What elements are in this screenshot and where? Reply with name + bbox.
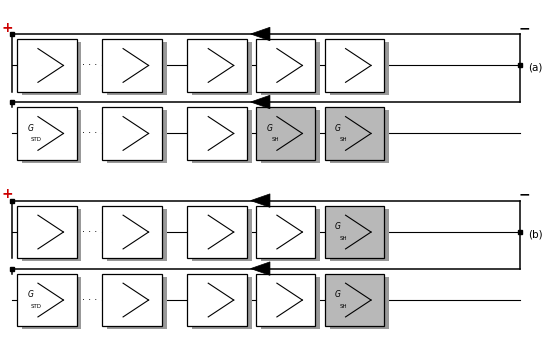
Text: · · ·: · · ·	[82, 61, 97, 70]
Polygon shape	[251, 95, 270, 109]
Bar	[17, 39, 76, 92]
Text: G: G	[335, 290, 341, 299]
Bar	[188, 206, 247, 258]
Bar	[256, 39, 316, 92]
Bar	[330, 277, 389, 329]
Bar	[325, 206, 384, 258]
Text: STD: STD	[31, 304, 42, 309]
Polygon shape	[251, 262, 270, 275]
Bar	[192, 42, 252, 95]
Bar	[22, 42, 81, 95]
Bar	[261, 209, 321, 261]
Text: (a): (a)	[528, 63, 542, 73]
Bar	[192, 209, 252, 261]
Bar	[22, 209, 81, 261]
Text: · · ·: · · ·	[82, 227, 97, 237]
Bar	[188, 107, 247, 160]
Bar	[102, 107, 162, 160]
Text: · · ·: · · ·	[82, 295, 97, 305]
Bar	[188, 274, 247, 326]
Text: −: −	[518, 21, 530, 35]
Bar	[107, 209, 167, 261]
Text: SH: SH	[340, 304, 348, 309]
Bar	[261, 110, 321, 163]
Text: +: +	[2, 187, 13, 202]
Bar	[22, 277, 81, 329]
Text: G: G	[266, 124, 272, 133]
Bar	[102, 274, 162, 326]
Text: G: G	[335, 222, 341, 231]
Polygon shape	[251, 194, 270, 207]
Bar	[325, 107, 384, 160]
Bar	[17, 107, 76, 160]
Text: SH: SH	[340, 137, 348, 142]
Text: STD: STD	[31, 137, 42, 142]
Bar	[256, 206, 316, 258]
Bar	[330, 110, 389, 163]
Bar	[102, 206, 162, 258]
Bar	[17, 206, 76, 258]
Bar	[192, 110, 252, 163]
Bar	[107, 42, 167, 95]
Bar	[256, 274, 316, 326]
Bar	[17, 274, 76, 326]
Text: G: G	[335, 124, 341, 133]
Bar	[261, 42, 321, 95]
Bar	[102, 39, 162, 92]
Bar	[192, 277, 252, 329]
Text: (b): (b)	[528, 230, 543, 240]
Polygon shape	[251, 27, 270, 41]
Bar	[325, 274, 384, 326]
Bar	[325, 39, 384, 92]
Text: +: +	[2, 21, 13, 35]
Bar	[22, 110, 81, 163]
Bar	[107, 277, 167, 329]
Text: SH: SH	[340, 236, 348, 241]
Bar	[330, 42, 389, 95]
Text: G: G	[28, 290, 33, 299]
Bar	[107, 110, 167, 163]
Text: −: −	[518, 187, 530, 202]
Text: SH: SH	[271, 137, 279, 142]
Bar	[256, 107, 316, 160]
Bar	[261, 277, 321, 329]
Text: · · ·: · · ·	[82, 129, 97, 138]
Text: G: G	[28, 124, 33, 133]
Bar	[188, 39, 247, 92]
Bar	[330, 209, 389, 261]
